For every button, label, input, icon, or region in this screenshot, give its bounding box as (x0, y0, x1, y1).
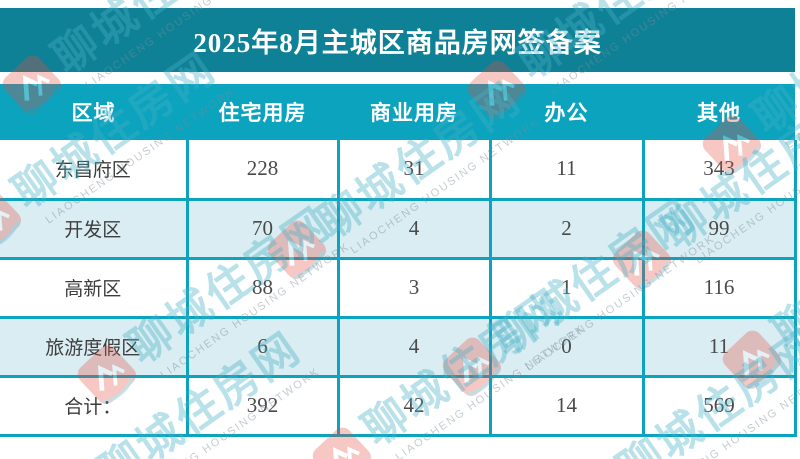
cell-residential: 6 (185, 315, 340, 378)
cell-commercial: 3 (336, 256, 492, 319)
cell-commercial: 4 (336, 315, 492, 378)
cell-office: 2 (488, 197, 645, 260)
cell-other: 11 (641, 315, 797, 378)
cell-office: 14 (488, 374, 645, 437)
cell-other: 99 (641, 197, 797, 260)
cell-residential: 88 (185, 256, 340, 319)
cell-residential: 70 (185, 197, 340, 260)
table-row-kaifaqu: 开发区 70 4 2 99 (0, 197, 797, 260)
cell-region: 开发区 (0, 197, 189, 260)
cell-commercial: 31 (336, 140, 492, 201)
cell-region: 高新区 (0, 256, 189, 319)
header-cell-region: 区域 (0, 84, 187, 140)
cell-office: 11 (488, 140, 645, 201)
table-row-dongchangfu: 东昌府区 228 31 11 343 (0, 140, 797, 201)
table-row-gaoxinqu: 高新区 88 3 1 116 (0, 256, 797, 319)
title-bar: 2025年8月主城区商品房网签备案 (0, 8, 795, 72)
table-row-total: 合计： 392 42 14 569 (0, 374, 797, 437)
header-cell-commercial: 商业用房 (338, 84, 490, 140)
header-cell-other: 其他 (643, 84, 795, 140)
cell-commercial: 42 (336, 374, 492, 437)
cell-residential: 392 (185, 374, 340, 437)
cell-office: 1 (488, 256, 645, 319)
cell-region: 东昌府区 (0, 140, 189, 201)
cell-office: 0 (488, 315, 645, 378)
cell-other: 343 (641, 140, 797, 201)
report-sheet: 2025年8月主城区商品房网签备案 区域 住宅用房 商业用房 办公 其他 东昌府… (0, 0, 797, 437)
cell-other: 116 (641, 256, 797, 319)
page-title: 2025年8月主城区商品房网签备案 (193, 27, 602, 58)
header-cell-residential: 住宅用房 (187, 84, 338, 140)
header-cell-office: 办公 (490, 84, 643, 140)
cell-region: 旅游度假区 (0, 315, 189, 378)
title-gap (0, 72, 795, 84)
top-margin-strip (0, 0, 795, 8)
housing-data-table: 区域 住宅用房 商业用房 办公 其他 东昌府区 228 31 11 343 开发… (0, 84, 797, 437)
table-row-lvyoudujiaqu: 旅游度假区 6 4 0 11 (0, 315, 797, 378)
cell-other: 569 (641, 374, 797, 437)
cell-commercial: 4 (336, 197, 492, 260)
header-row: 区域 住宅用房 商业用房 办公 其他 (0, 84, 795, 140)
cell-residential: 228 (185, 140, 340, 201)
cell-region-total: 合计： (0, 374, 189, 437)
